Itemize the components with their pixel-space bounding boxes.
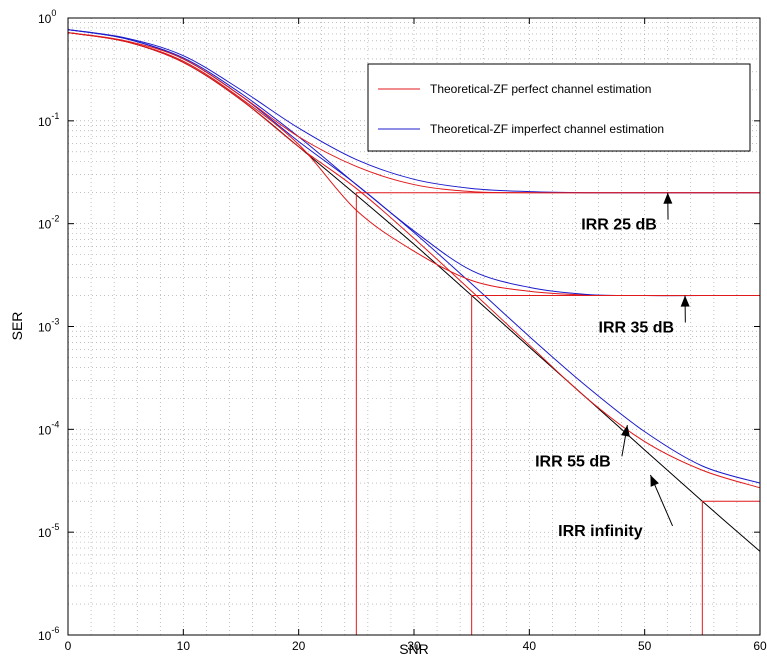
annotation-arrowhead-0 — [663, 192, 673, 204]
x-tick-label: 0 — [65, 639, 72, 653]
annotation-arrowhead-1 — [680, 295, 690, 307]
legend: Theoretical-ZF perfect channel estimatio… — [367, 63, 751, 152]
reference-lines — [355, 192, 760, 635]
legend-box — [367, 63, 751, 152]
x-tick-label: 50 — [638, 639, 652, 653]
annotations: IRR 25 dB IRR 35 dB IRR 55 dB IRR infinity — [535, 192, 690, 540]
y-tick-label: 10-6 — [38, 625, 59, 643]
x-tick-label: 30 — [407, 639, 421, 653]
reference-line-0 — [355, 192, 760, 635]
legend-label-imperfect: Theoretical-ZF imperfect channel estimat… — [430, 122, 664, 136]
y-tick-label: 100 — [38, 8, 56, 26]
legend-label-perfect: Theoretical-ZF perfect channel estimatio… — [430, 82, 651, 96]
y-axis-label: SER — [9, 312, 25, 341]
axis-ticks: 0 10 20 30 40 50 60 100 10-1 10-2 10-3 10-4 10-5 10-6 — [38, 8, 767, 653]
x-tick-label: 10 — [177, 639, 191, 653]
y-tick-label: 10-3 — [38, 317, 59, 335]
x-axis-label: SNR — [399, 641, 429, 657]
annotation-label-2: IRR 55 dB — [535, 453, 611, 470]
x-tick-label: 40 — [523, 639, 537, 653]
annotation-label-3: IRR infinity — [558, 523, 643, 540]
annotation-arrowhead-3 — [650, 474, 659, 487]
series-line-1 — [67, 32, 761, 489]
x-tick-label: 20 — [292, 639, 306, 653]
y-tick-label: 10-5 — [38, 522, 59, 540]
annotation-label-0: IRR 25 dB — [581, 217, 657, 234]
reference-line-1 — [471, 295, 760, 635]
y-tick-label: 10-4 — [38, 419, 59, 437]
y-tick-label: 10-1 — [38, 111, 59, 129]
x-tick-label: 60 — [753, 639, 767, 653]
grid — [68, 18, 760, 635]
reference-line-2 — [701, 500, 760, 635]
annotation-arrowhead-2 — [621, 425, 630, 437]
annotation-label-1: IRR 35 dB — [599, 320, 675, 337]
y-tick-label: 10-2 — [38, 214, 59, 232]
